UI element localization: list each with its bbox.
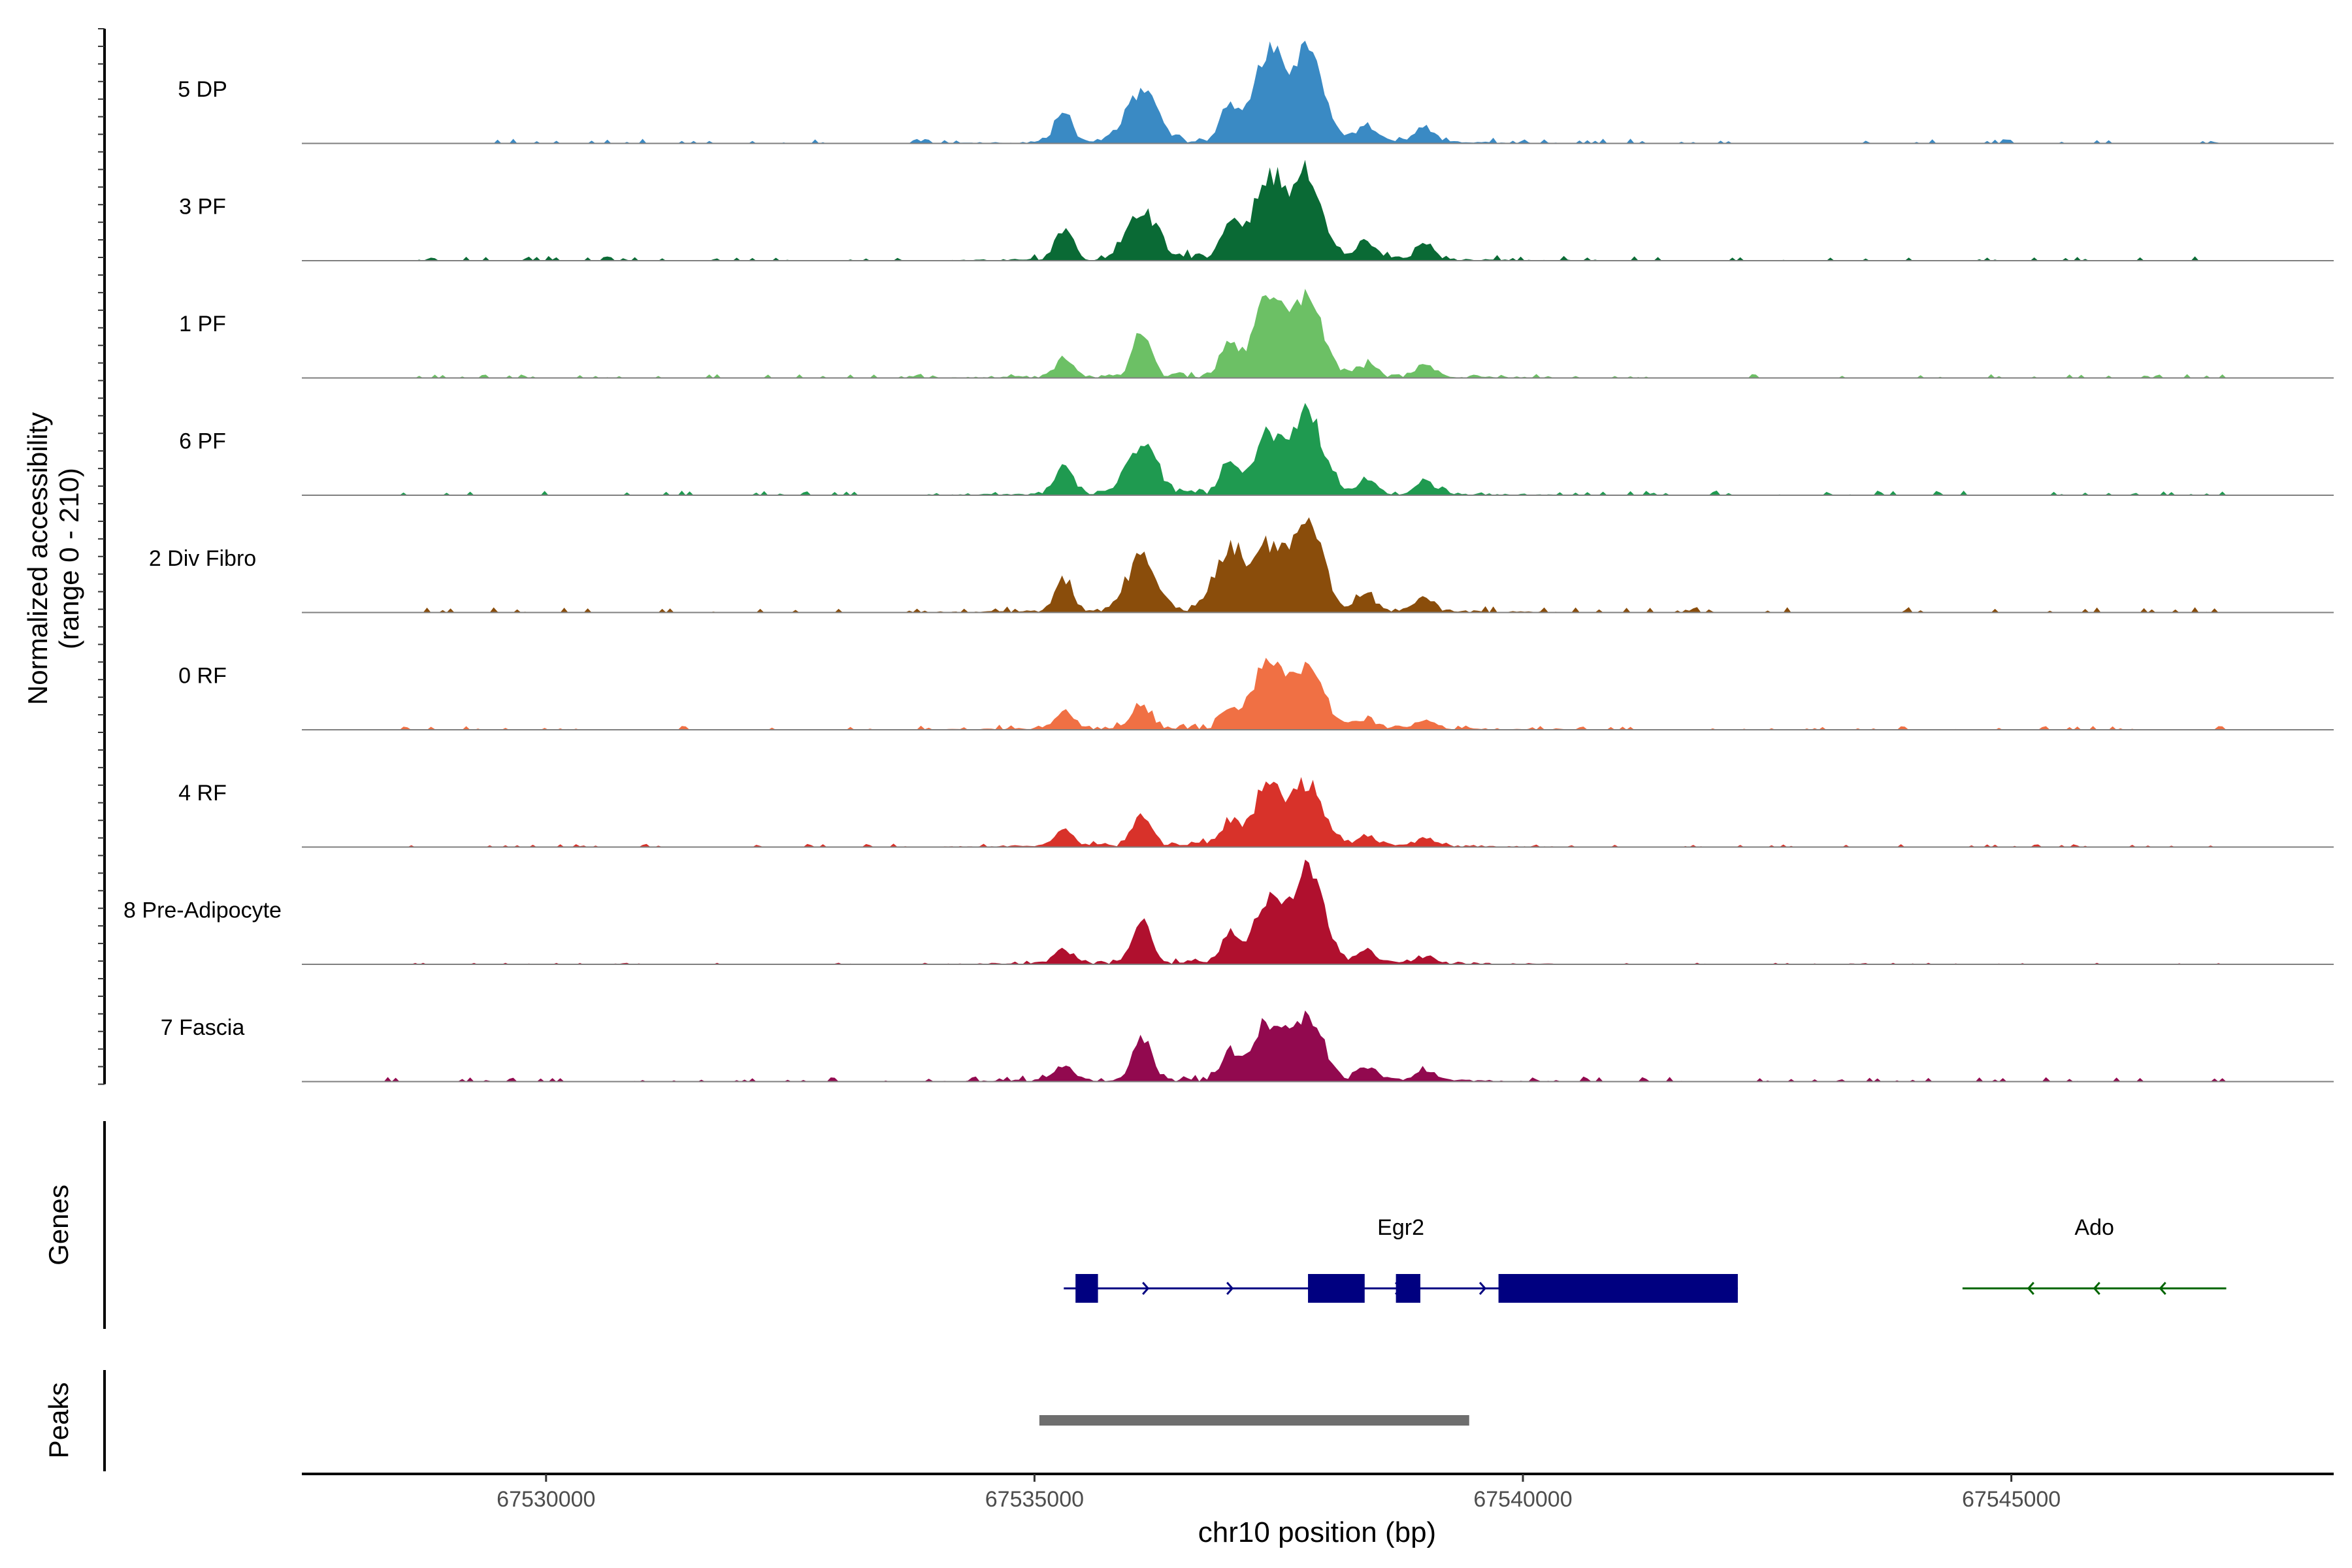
- track-4: 6 PF: [179, 402, 2334, 496]
- gene-egr2: Egr2: [1064, 1215, 1738, 1303]
- x-axis-ticks: 67530000 67535000 67540000 67545000: [497, 1474, 2061, 1512]
- track-2: 3 PF: [179, 159, 2334, 261]
- coverage-area-2: [380, 159, 2227, 261]
- exon: [1396, 1274, 1420, 1303]
- track-label: 3 PF: [179, 195, 226, 220]
- peak-region: [1039, 1415, 1469, 1426]
- x-tick-label: 67545000: [1962, 1487, 2061, 1512]
- strand-arrow: [1142, 1282, 1150, 1295]
- coverage-tracks: 5 DP 3 PF 1 PF 6 PF 2 Div Fibro 0 RF 4 RF 8 Pre…: [123, 41, 2334, 1083]
- coverage-area-3: [380, 289, 2227, 378]
- strand-arrow: [2027, 1282, 2034, 1295]
- genes-track: Egr2 Ado: [1064, 1215, 2227, 1303]
- coverage-area-7: [380, 777, 2227, 847]
- track-label: 0 RF: [178, 664, 227, 689]
- gene-name: Egr2: [1377, 1215, 1424, 1240]
- exon: [1498, 1274, 1738, 1303]
- peaks-track: [1039, 1415, 1469, 1426]
- x-tick-label: 67530000: [497, 1487, 595, 1512]
- gene-name: Ado: [2074, 1215, 2114, 1240]
- x-tick-label: 67535000: [985, 1487, 1084, 1512]
- gene-ado: Ado: [1962, 1215, 2227, 1295]
- strand-arrow: [1478, 1282, 1487, 1295]
- coverage-area-1: [380, 41, 2227, 144]
- x-tick-label: 67540000: [1473, 1487, 1572, 1512]
- track-5: 2 Div Fibro: [149, 517, 2334, 613]
- strand-arrow: [1226, 1282, 1234, 1295]
- coverage-area-6: [380, 657, 2227, 730]
- track-label: 5 DP: [178, 77, 227, 102]
- track-1: 5 DP: [178, 41, 2334, 144]
- track-label: 7 Fascia: [161, 1015, 245, 1040]
- track-label: 2 Div Fibro: [149, 546, 256, 571]
- track-9: 7 Fascia: [161, 1010, 2334, 1083]
- track-6: 0 RF: [178, 657, 2334, 730]
- coverage-area-8: [380, 859, 2227, 964]
- exon: [1308, 1274, 1365, 1303]
- exon: [1075, 1274, 1098, 1303]
- coverage-y-axis: [98, 28, 106, 1085]
- strand-arrow: [2093, 1282, 2100, 1295]
- strand-arrow: [2159, 1282, 2166, 1295]
- track-label: 6 PF: [179, 429, 226, 454]
- track-label: 1 PF: [179, 312, 226, 336]
- track-7: 4 RF: [178, 777, 2334, 848]
- track-8: 8 Pre-Adipocyte: [123, 859, 2334, 965]
- coverage-area-9: [380, 1010, 2227, 1082]
- coverage-area-4: [380, 402, 2227, 495]
- peaks-track-label: Peaks: [43, 1382, 74, 1459]
- y-axis-label-line2: (range 0 - 210): [54, 468, 84, 649]
- track-3: 1 PF: [179, 289, 2334, 379]
- y-axis-label-line1: Normalized accessibility: [22, 412, 53, 705]
- x-axis-label: chr10 position (bp): [1198, 1516, 1436, 1548]
- coverage-area-5: [380, 517, 2227, 613]
- track-label: 8 Pre-Adipocyte: [123, 898, 282, 923]
- track-label: 4 RF: [178, 781, 227, 806]
- genes-track-label: Genes: [43, 1184, 74, 1266]
